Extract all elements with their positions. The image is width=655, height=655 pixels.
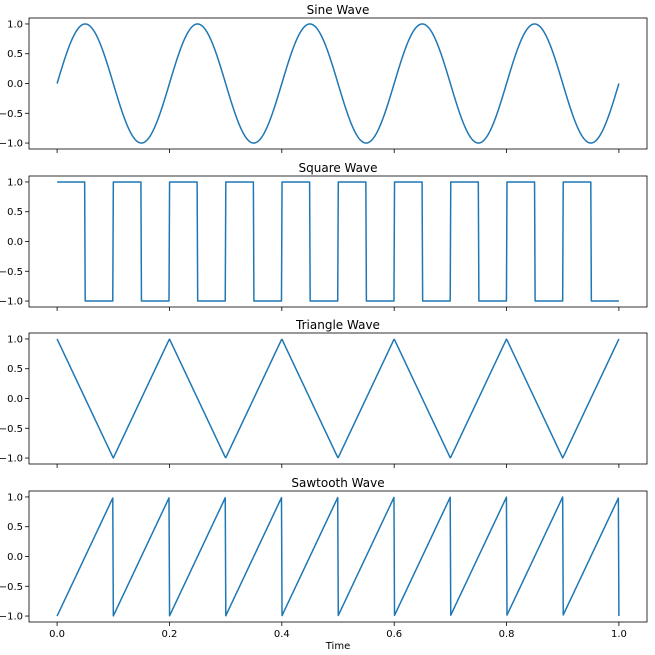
y-tick-label: −1.0 bbox=[0, 454, 23, 465]
y-tick-label: 0.0 bbox=[7, 79, 23, 90]
y-tick-label: 0.0 bbox=[7, 552, 23, 563]
y-tick-label: −1.0 bbox=[0, 139, 23, 150]
subplot-square: Square Wave −1.0 −0.5 0.0 0.5 1.0 bbox=[0, 161, 648, 311]
x-tick-label: 0.4 bbox=[274, 629, 290, 640]
series-line-sine bbox=[56, 23, 620, 144]
y-tick-label: 1.0 bbox=[7, 334, 23, 345]
x-tick-label: 0.2 bbox=[162, 629, 178, 640]
x-tick-label: 1.0 bbox=[611, 629, 627, 640]
y-tick-label: −0.5 bbox=[0, 582, 23, 593]
y-tick-label: −0.5 bbox=[0, 424, 23, 435]
subplot-title: Triangle Wave bbox=[295, 318, 380, 332]
y-tick-label: 0.0 bbox=[7, 237, 23, 248]
x-axis-label: Time bbox=[325, 641, 350, 652]
x-tick-label: 0.6 bbox=[386, 629, 402, 640]
axes-frame bbox=[28, 490, 648, 623]
y-tick-label: −1.0 bbox=[0, 612, 23, 623]
series-line-triangle bbox=[56, 338, 620, 459]
subplot-title: Sine Wave bbox=[307, 3, 370, 17]
subplot-title: Sawtooth Wave bbox=[291, 476, 384, 490]
subplot-sawtooth: Sawtooth Wave −1.0 −0.5 0.0 0.5 1.0 0.0 0.2 0.4 0… bbox=[0, 476, 648, 652]
series-line-square bbox=[56, 181, 620, 302]
y-tick-label: 1.0 bbox=[7, 492, 23, 503]
series-line-sawtooth bbox=[56, 496, 620, 617]
y-tick-label: 0.5 bbox=[7, 522, 23, 533]
x-tick-label: 0.0 bbox=[49, 629, 65, 640]
y-tick-label: 1.0 bbox=[7, 19, 23, 30]
axes-frame bbox=[28, 17, 648, 150]
subplot-sine: Sine Wave −1.0 −0.5 0.0 0.5 1.0 bbox=[0, 3, 648, 153]
y-tick-label: −0.5 bbox=[0, 267, 23, 278]
axes-frame bbox=[28, 175, 648, 308]
y-tick-label: 0.5 bbox=[7, 364, 23, 375]
x-tick-label: 0.8 bbox=[499, 629, 515, 640]
y-tick-label: 0.5 bbox=[7, 49, 23, 60]
y-tick-label: −1.0 bbox=[0, 297, 23, 308]
y-tick-label: 0.5 bbox=[7, 207, 23, 218]
subplot-title: Square Wave bbox=[299, 161, 378, 175]
subplot-panels: Sine Wave −1.0 −0.5 0.0 0.5 1.0 Square Wave −1.… bbox=[0, 3, 648, 652]
subplot-triangle: Triangle Wave −1.0 −0.5 0.0 0.5 1.0 bbox=[0, 318, 648, 468]
y-tick-label: 0.0 bbox=[7, 394, 23, 405]
axes-frame bbox=[28, 332, 648, 465]
y-tick-label: 1.0 bbox=[7, 177, 23, 188]
y-tick-label: −0.5 bbox=[0, 109, 23, 120]
